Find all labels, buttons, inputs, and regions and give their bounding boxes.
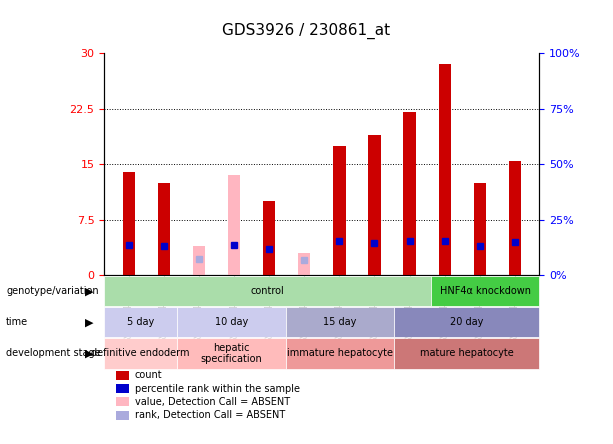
Bar (333, 146, 346, 275)
Text: ▶: ▶ (85, 349, 93, 358)
Text: HNF4α knockdown: HNF4α knockdown (440, 286, 530, 296)
Text: development stage: development stage (6, 349, 101, 358)
Text: GDS3926 / 230861_at: GDS3926 / 230861_at (223, 23, 390, 39)
Bar (228, 175, 240, 275)
Text: time: time (6, 317, 28, 327)
Bar (298, 253, 310, 275)
Text: mature hepatocyte: mature hepatocyte (420, 349, 514, 358)
Text: 20 day: 20 day (450, 317, 484, 327)
Text: hepatic
specification: hepatic specification (200, 343, 262, 364)
Text: 15 day: 15 day (323, 317, 357, 327)
Bar (123, 172, 135, 275)
Text: percentile rank within the sample: percentile rank within the sample (135, 384, 300, 393)
Bar (193, 246, 205, 275)
Text: control: control (251, 286, 284, 296)
Bar (368, 135, 381, 275)
Text: rank, Detection Call = ABSENT: rank, Detection Call = ABSENT (135, 410, 285, 420)
Bar (263, 201, 275, 275)
Text: 10 day: 10 day (215, 317, 248, 327)
Text: immature hepatocyte: immature hepatocyte (287, 349, 393, 358)
Bar (158, 183, 170, 275)
Bar (474, 183, 486, 275)
Bar (438, 64, 451, 275)
Bar (509, 161, 521, 275)
Text: 5 day: 5 day (127, 317, 154, 327)
Text: genotype/variation: genotype/variation (6, 286, 99, 296)
Text: definitive endoderm: definitive endoderm (91, 349, 190, 358)
Text: value, Detection Call = ABSENT: value, Detection Call = ABSENT (135, 397, 290, 407)
Bar (403, 112, 416, 275)
Text: count: count (135, 370, 162, 380)
Text: ▶: ▶ (85, 317, 93, 327)
Text: ▶: ▶ (85, 286, 93, 296)
